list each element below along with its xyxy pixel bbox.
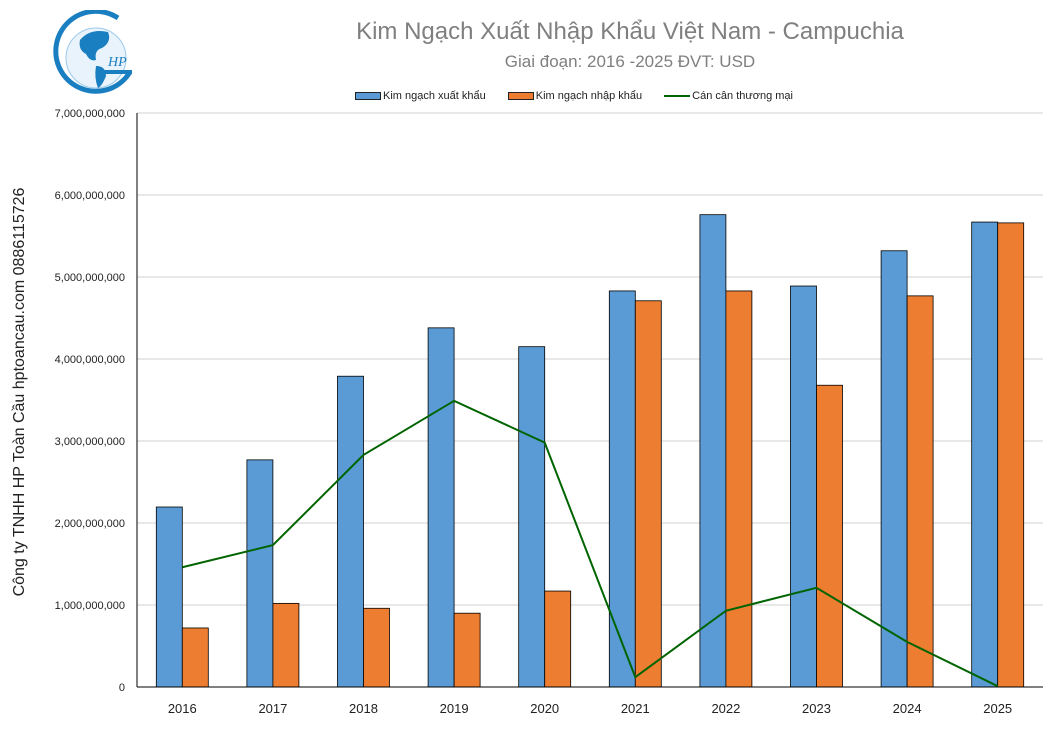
export-bar (337, 375, 364, 688)
chart-title: Kim Ngạch Xuất Nhập Khẩu Việt Nam - Camp… (356, 18, 904, 45)
export-bar (971, 221, 999, 688)
import-bar (544, 590, 572, 688)
legend: Kim ngạch xuất khẩu Kim ngạch nhập khẩu … (0, 90, 1048, 102)
export-bar (790, 285, 817, 688)
import-bar (363, 607, 390, 688)
legend-swatch (664, 95, 691, 97)
legend-item-import: Kim ngạch nhập khẩu (507, 90, 643, 102)
legend-swatch (355, 92, 382, 100)
y-tick-label: 7,000,000,000 (55, 108, 125, 120)
company-logo: HP (48, 8, 138, 105)
legend-label: Kim ngạch nhập khẩu (535, 90, 643, 102)
import-bar (181, 627, 209, 688)
import-bar (906, 295, 934, 688)
y-tick-label: 1,000,000,000 (55, 600, 125, 612)
x-tick-label: 2022 (711, 701, 740, 716)
import-bar (816, 384, 843, 688)
y-tick-label: 4,000,000,000 (55, 354, 125, 366)
y-tick-label: 0 (119, 682, 125, 694)
x-tick-label: 2021 (621, 701, 650, 716)
x-tick-label: 2018 (349, 701, 378, 716)
x-tick-label: 2017 (258, 701, 287, 716)
x-tick-label: 2016 (168, 701, 197, 716)
import-bar (634, 300, 662, 688)
import-bar (725, 290, 753, 688)
legend-label: Kim ngạch xuất khẩu (383, 90, 486, 102)
y-tick-label: 5,000,000,000 (55, 272, 125, 284)
y-tick-label: 6,000,000,000 (55, 190, 125, 202)
x-tick-label: 2024 (893, 701, 922, 716)
legend-item-balance: Cán cân thương mại (664, 90, 793, 102)
import-bar (997, 222, 1025, 688)
legend-swatch (507, 92, 534, 100)
legend-item-export: Kim ngạch xuất khẩu (355, 90, 486, 102)
x-tick-label: 2023 (802, 701, 831, 716)
export-bar (155, 506, 183, 688)
x-tick-label: 2020 (530, 701, 559, 716)
export-bar (246, 459, 274, 688)
export-bar (699, 214, 727, 688)
balance-line (182, 399, 999, 688)
chart-subtitle: Giai đoạn: 2016 -2025 ĐVT: USD (504, 52, 756, 71)
legend-label: Cán cân thương mại (692, 90, 793, 102)
svg-text:HP: HP (107, 55, 127, 70)
y-tick-label: 3,000,000,000 (55, 436, 125, 448)
export-bar (518, 346, 546, 688)
y-tick-label: 2,000,000,000 (55, 518, 125, 530)
x-tick-label: 2019 (440, 701, 469, 716)
import-bar (272, 602, 300, 688)
export-bar (880, 250, 908, 688)
import-bar (453, 612, 481, 688)
export-bar (427, 327, 455, 688)
export-bar (608, 290, 636, 688)
x-tick-label: 2025 (983, 701, 1012, 716)
